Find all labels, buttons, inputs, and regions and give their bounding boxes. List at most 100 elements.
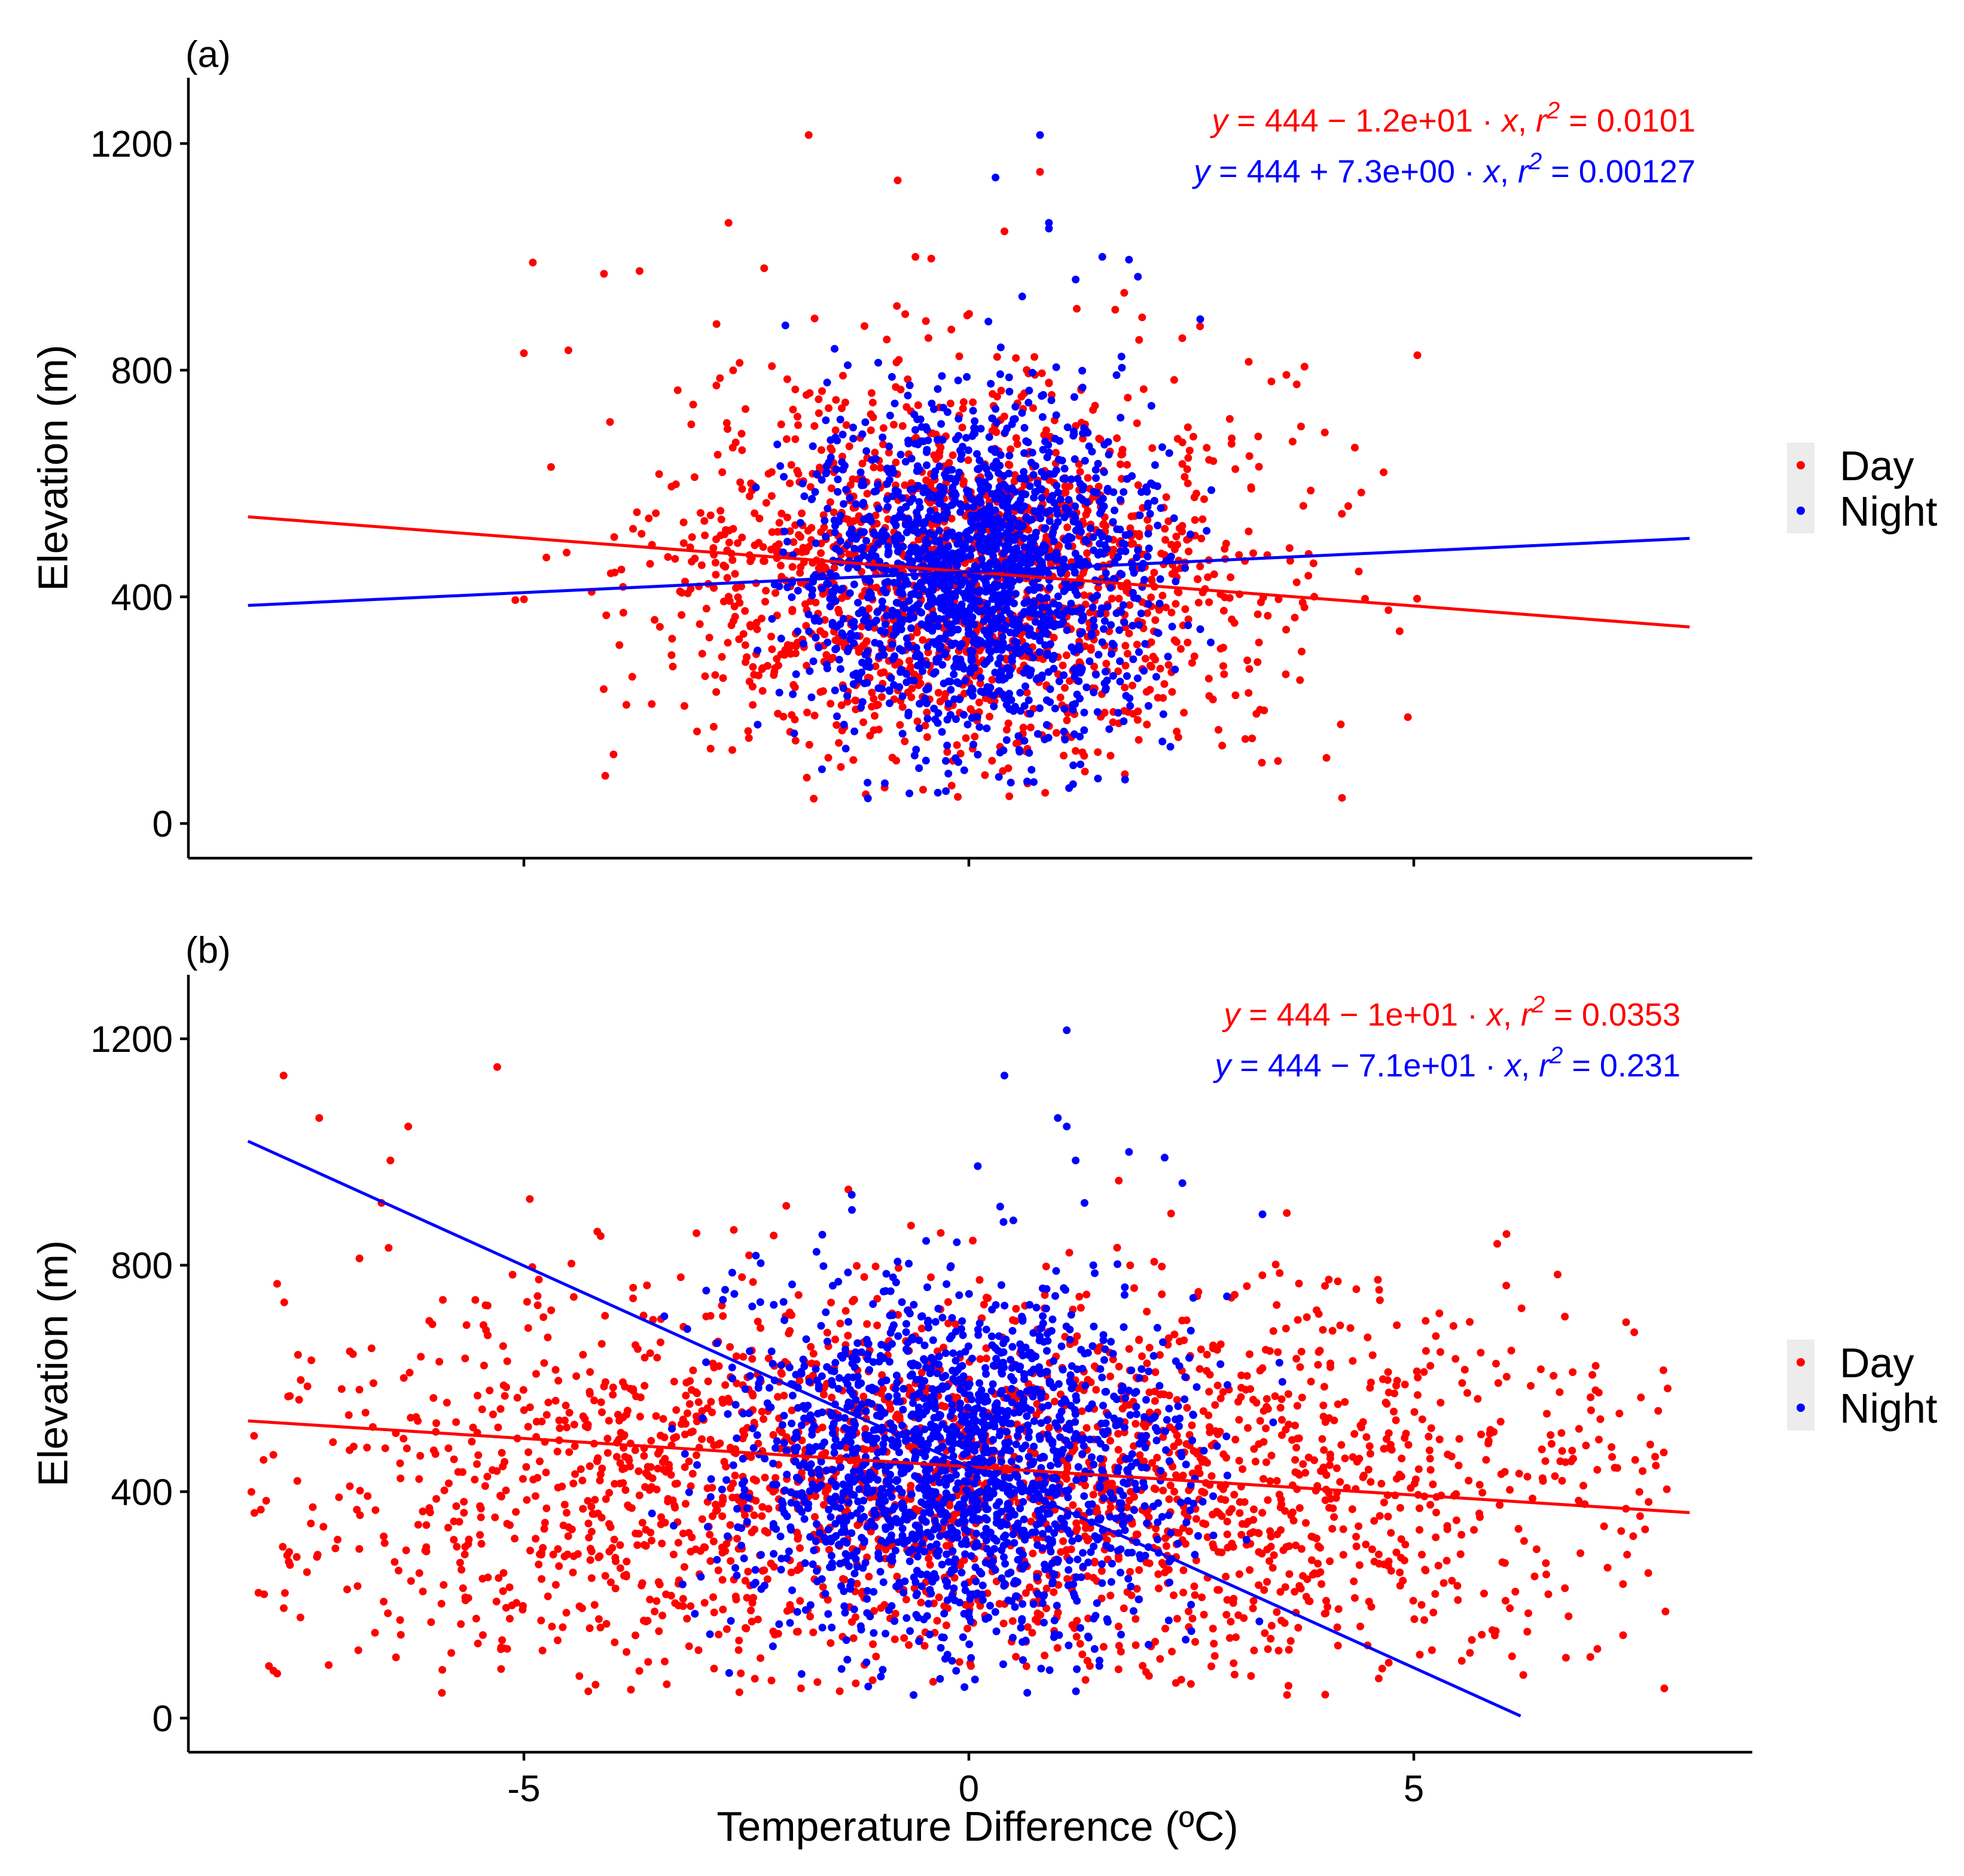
scatter-point [1065, 542, 1072, 550]
scatter-point [1028, 449, 1036, 457]
scatter-point [508, 1271, 517, 1279]
scatter-point [874, 480, 882, 489]
scatter-point [1029, 471, 1038, 479]
scatter-point [1170, 1487, 1178, 1496]
scatter-point [804, 131, 813, 139]
scatter-point [731, 570, 739, 578]
scatter-point [796, 1544, 804, 1552]
scatter-point [674, 1539, 682, 1547]
scatter-point [1116, 460, 1124, 468]
scatter-point [1074, 475, 1082, 483]
scatter-point [750, 670, 758, 679]
scatter-point [947, 639, 956, 648]
scatter-point [1081, 767, 1089, 776]
scatter-point [473, 1460, 481, 1468]
scatter-point [1012, 739, 1020, 748]
scatter-point [391, 1558, 399, 1566]
scatter-point [832, 623, 841, 631]
scatter-point [1087, 632, 1096, 640]
scatter-point [788, 563, 797, 571]
scatter-point [1033, 730, 1042, 738]
scatter-point [810, 712, 819, 719]
scatter-point [533, 1292, 542, 1300]
scatter-point [363, 1444, 371, 1452]
scatter-point [858, 592, 866, 600]
scatter-point [1002, 736, 1011, 744]
scatter-point [367, 1344, 376, 1353]
scatter-point [879, 424, 888, 432]
scatter-point [1167, 541, 1175, 549]
scatter-point [1366, 1450, 1374, 1458]
scatter-point [890, 1635, 899, 1643]
scatter-point [815, 643, 823, 652]
scatter-point [803, 708, 812, 716]
scatter-point [1651, 1453, 1659, 1461]
scatter-point [916, 578, 925, 587]
scatter-point [693, 727, 701, 736]
scatter-point [777, 562, 785, 570]
scatter-point [1298, 648, 1306, 655]
scatter-point [1101, 667, 1109, 676]
scatter-point [1140, 667, 1148, 675]
scatter-point [755, 514, 764, 523]
scatter-point [294, 1351, 302, 1359]
scatter-point [803, 773, 811, 782]
scatter-point [684, 589, 692, 597]
scatter-point [497, 1665, 505, 1673]
scatter-point [1184, 621, 1193, 630]
scatter-point [935, 538, 943, 547]
scatter-point [986, 533, 994, 541]
scatter-point [1015, 746, 1023, 754]
scatter-point [560, 1500, 569, 1509]
scatter-point [1162, 603, 1170, 612]
scatter-point [1156, 664, 1164, 673]
scatter-point [898, 730, 907, 738]
scatter-point [1098, 253, 1106, 261]
scatter-point [768, 645, 776, 654]
scatter-point [873, 1321, 882, 1329]
scatter-point [1020, 473, 1028, 481]
scatter-point [719, 597, 728, 606]
scatter-point [355, 1254, 364, 1262]
scatter-point [680, 702, 688, 710]
scatter-point [798, 480, 807, 487]
scatter-point [1478, 1631, 1486, 1639]
scatter-point [693, 1451, 700, 1459]
scatter-point [963, 373, 971, 381]
scatter-point [744, 727, 752, 735]
scatter-point [1161, 536, 1169, 544]
scatter-point [879, 433, 887, 441]
scatter-point [898, 422, 907, 430]
scatter-point [1103, 487, 1112, 495]
scatter-point [889, 655, 897, 663]
scatter-point [836, 537, 844, 545]
scatter-point [923, 661, 931, 669]
scatter-point [679, 1602, 687, 1610]
scatter-point [1096, 609, 1105, 618]
scatter-point [1422, 1317, 1430, 1325]
scatter-point [1144, 529, 1152, 538]
scatter-point [638, 1579, 646, 1587]
scatter-point [1117, 547, 1125, 556]
scatter-point [501, 1392, 509, 1400]
scatter-point [1147, 402, 1155, 410]
scatter-point [954, 432, 963, 440]
scatter-point [796, 518, 804, 527]
scatter-point [780, 651, 789, 659]
scatter-point [1384, 606, 1393, 614]
scatter-point [554, 1377, 563, 1385]
scatter-point [594, 1615, 603, 1623]
scatter-point [1378, 1664, 1386, 1673]
scatter-point [1026, 559, 1035, 567]
scatter-point [1245, 689, 1253, 697]
scatter-point [841, 745, 850, 753]
scatter-point [744, 1567, 752, 1576]
scatter-point [1071, 502, 1079, 511]
scatter-point [1081, 1481, 1089, 1490]
scatter-point [896, 450, 905, 459]
scatter-point [818, 387, 826, 395]
scatter-point [551, 1366, 560, 1374]
scatter-point [728, 746, 736, 754]
scatter-point [985, 646, 993, 654]
scatter-point [722, 419, 731, 427]
